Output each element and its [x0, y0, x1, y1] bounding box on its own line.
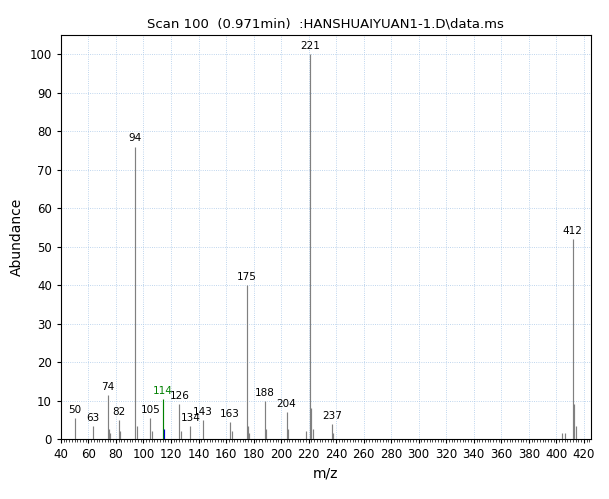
Text: 74: 74	[101, 382, 114, 392]
Title: Scan 100  (0.971min)  :HANSHUAIYUAN1-1.D\data.ms: Scan 100 (0.971min) :HANSHUAIYUAN1-1.D\d…	[147, 18, 504, 31]
Text: 82: 82	[112, 407, 125, 417]
Text: 221: 221	[300, 41, 320, 51]
Text: 94: 94	[128, 134, 142, 144]
Text: 143: 143	[192, 407, 213, 417]
Text: 105: 105	[141, 405, 160, 415]
Text: 126: 126	[169, 391, 189, 401]
Text: 50: 50	[68, 405, 81, 415]
X-axis label: m/z: m/z	[313, 467, 339, 481]
Text: 134: 134	[180, 413, 200, 423]
Text: 114: 114	[153, 386, 173, 396]
Y-axis label: Abundance: Abundance	[10, 198, 24, 276]
Text: 175: 175	[237, 272, 256, 282]
Text: 188: 188	[255, 388, 275, 398]
Text: 163: 163	[220, 409, 240, 419]
Text: 237: 237	[322, 411, 342, 421]
Text: 412: 412	[563, 226, 583, 236]
Text: 204: 204	[276, 399, 297, 409]
Text: 63: 63	[86, 413, 99, 423]
